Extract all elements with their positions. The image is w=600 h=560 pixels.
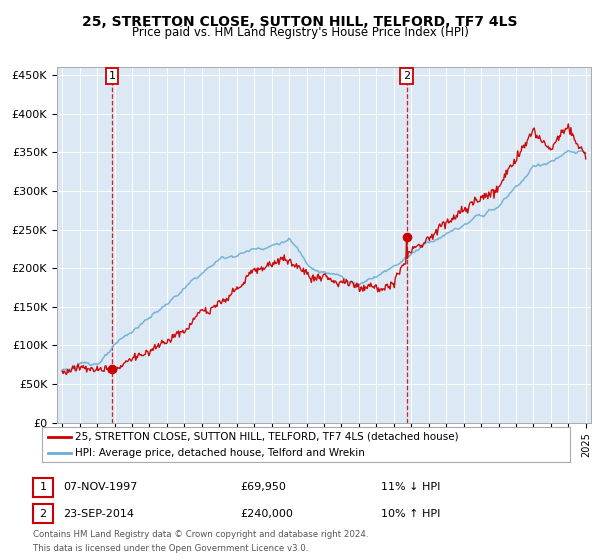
- Text: 11% ↓ HPI: 11% ↓ HPI: [381, 482, 440, 492]
- Text: 2: 2: [403, 71, 410, 81]
- Text: 10% ↑ HPI: 10% ↑ HPI: [381, 508, 440, 519]
- Text: HPI: Average price, detached house, Telford and Wrekin: HPI: Average price, detached house, Telf…: [75, 447, 365, 458]
- Text: Price paid vs. HM Land Registry's House Price Index (HPI): Price paid vs. HM Land Registry's House …: [131, 26, 469, 39]
- Text: 1: 1: [109, 71, 115, 81]
- Text: 23-SEP-2014: 23-SEP-2014: [63, 508, 134, 519]
- Text: 25, STRETTON CLOSE, SUTTON HILL, TELFORD, TF7 4LS: 25, STRETTON CLOSE, SUTTON HILL, TELFORD…: [82, 15, 518, 29]
- Text: £240,000: £240,000: [240, 508, 293, 519]
- Text: 2: 2: [40, 508, 46, 519]
- Text: 25, STRETTON CLOSE, SUTTON HILL, TELFORD, TF7 4LS (detached house): 25, STRETTON CLOSE, SUTTON HILL, TELFORD…: [75, 432, 459, 442]
- Text: 07-NOV-1997: 07-NOV-1997: [63, 482, 137, 492]
- Text: £69,950: £69,950: [240, 482, 286, 492]
- Text: 1: 1: [40, 482, 46, 492]
- Text: Contains HM Land Registry data © Crown copyright and database right 2024.: Contains HM Land Registry data © Crown c…: [33, 530, 368, 539]
- Point: [107, 364, 117, 373]
- Text: This data is licensed under the Open Government Licence v3.0.: This data is licensed under the Open Gov…: [33, 544, 308, 553]
- Point: [402, 233, 412, 242]
